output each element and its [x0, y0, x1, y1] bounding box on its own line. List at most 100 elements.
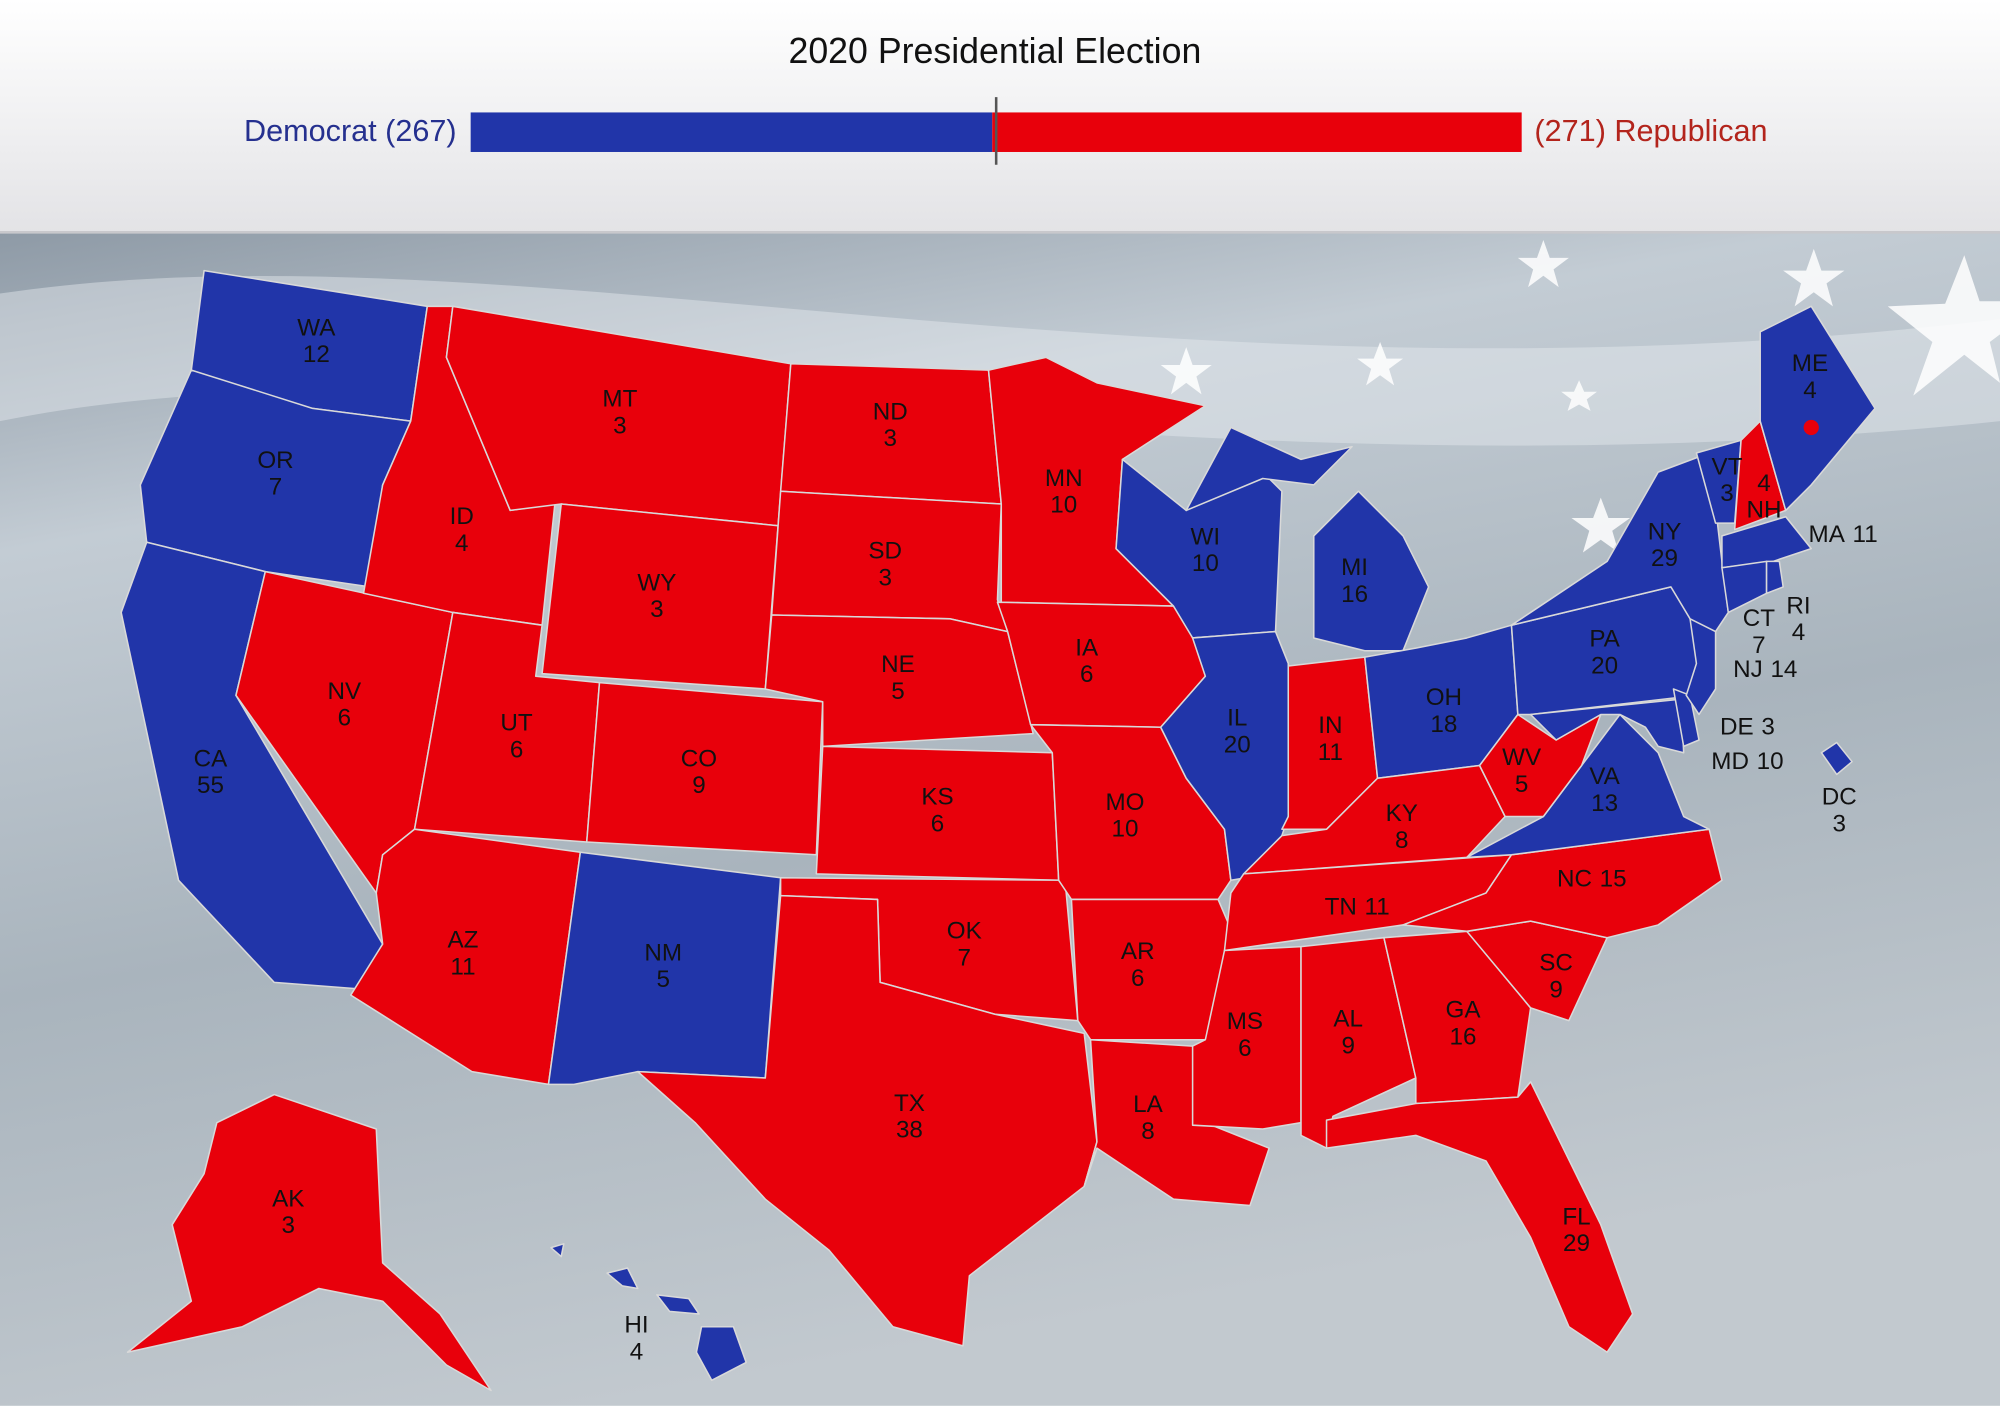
state-abbr: NM — [644, 940, 682, 967]
district-marker — [1803, 419, 1819, 436]
state-votes: 6 — [338, 705, 351, 732]
state-votes: 8 — [1395, 827, 1408, 854]
state-abbr: MO — [1105, 789, 1144, 816]
state-shape — [996, 601, 1207, 729]
star — [1571, 497, 1631, 553]
state-abbr: IL — [1227, 705, 1247, 732]
state-label: MS 6 — [1227, 1009, 1263, 1063]
state-abbr: OR — [257, 447, 293, 474]
state-shape — [636, 894, 1098, 1347]
state-shape — [1185, 426, 1353, 512]
state-votes: 7 — [269, 474, 282, 501]
state-votes: 4 — [630, 1339, 643, 1366]
state-abbr: AR — [1121, 938, 1155, 965]
state-abbr: TN — [1325, 894, 1357, 921]
state-label: VA 13 — [1589, 764, 1620, 818]
states — [120, 269, 1876, 1392]
state-label: MI 16 — [1341, 554, 1368, 608]
state-label: CT 7 — [1743, 605, 1775, 659]
state-label: HI 4 — [624, 1312, 648, 1366]
state-votes: 5 — [891, 678, 904, 705]
state-votes: 11 — [1853, 521, 1878, 548]
tally-bar — [470, 97, 1522, 165]
state-shape — [1765, 560, 1784, 595]
state-shape — [1159, 630, 1290, 882]
state-abbr: PA — [1589, 626, 1620, 653]
state-votes: 11 — [1318, 739, 1343, 766]
state-shape — [764, 614, 1034, 748]
state-label: AL 9 — [1333, 1006, 1363, 1060]
state-label: ND 3 — [873, 399, 908, 453]
state-abbr: NV — [328, 678, 362, 705]
state-votes: 29 — [1563, 1230, 1590, 1257]
state-label: OH 18 — [1426, 685, 1462, 739]
state-label: KY 8 — [1386, 801, 1418, 855]
state-abbr: CO — [681, 746, 717, 773]
state-abbr: NE — [881, 651, 915, 678]
state-votes: 6 — [1131, 965, 1144, 992]
state-abbr: AL — [1333, 1006, 1363, 1033]
state-abbr: MD — [1711, 748, 1749, 775]
state-label: MA 11 — [1809, 521, 1878, 548]
republican-bar — [992, 112, 1522, 152]
state-votes: 3 — [650, 597, 663, 624]
state-votes: 7 — [1752, 632, 1765, 659]
state-abbr: WV — [1502, 745, 1542, 772]
state-shape — [1672, 688, 1700, 748]
state-votes: 55 — [197, 773, 224, 800]
state-abbr: OH — [1426, 685, 1462, 712]
state-label: TN 11 — [1325, 894, 1390, 921]
state-label: NE 5 — [881, 651, 915, 705]
state-shape — [1820, 741, 1853, 776]
star — [1783, 248, 1845, 307]
state-votes: 10 — [1050, 492, 1077, 519]
state-label: AK 3 — [272, 1186, 304, 1240]
state-votes: 3 — [884, 426, 897, 453]
state-abbr: SC — [1539, 950, 1573, 977]
state-abbr: AZ — [448, 927, 479, 954]
state-votes: 9 — [1549, 977, 1562, 1004]
state-label: WA 12 — [297, 315, 336, 369]
state-label: CA 55 — [194, 746, 228, 800]
state-votes: 11 — [1365, 894, 1390, 921]
state-abbr: ID — [450, 503, 474, 530]
star — [1887, 255, 2000, 396]
state-label: MN 10 — [1045, 465, 1083, 519]
state-votes: 20 — [1224, 732, 1251, 759]
state-label: LA 8 — [1133, 1091, 1163, 1145]
state-abbr: MA — [1809, 521, 1846, 548]
state-label: DC 3 — [1822, 784, 1857, 838]
state-votes: 3 — [613, 413, 626, 440]
state-label: PA 20 — [1589, 626, 1620, 680]
state-shape — [1313, 490, 1430, 652]
state-votes: 7 — [958, 945, 971, 972]
democrat-bar — [470, 112, 993, 152]
state-votes: 29 — [1651, 546, 1678, 573]
state-abbr: AK — [272, 1186, 304, 1213]
state-abbr: GA — [1446, 997, 1482, 1024]
state-label: OR 7 — [257, 447, 293, 501]
state-votes: 16 — [1341, 581, 1368, 608]
state-label: AR 6 — [1121, 938, 1155, 992]
state-shape — [695, 1325, 747, 1382]
state-abbr: MI — [1341, 554, 1368, 581]
state-votes: 4 — [1792, 620, 1805, 647]
state-abbr: NC — [1557, 866, 1592, 893]
state-votes: 3 — [282, 1213, 295, 1240]
state-votes: 10 — [1192, 551, 1219, 578]
state-abbr: IN — [1318, 713, 1342, 740]
state-abbr: WY — [637, 570, 676, 597]
state-label: WY 3 — [637, 570, 676, 624]
state-shape — [585, 681, 824, 856]
state-votes: 9 — [692, 773, 705, 800]
state-abbr: SD — [868, 538, 902, 565]
star — [1357, 342, 1404, 386]
state-votes: 6 — [1238, 1035, 1251, 1062]
state-label: GA 16 — [1446, 997, 1482, 1051]
state-label: UT 6 — [500, 710, 532, 764]
state-votes: 6 — [1080, 662, 1093, 689]
state-abbr: FL — [1562, 1204, 1590, 1231]
